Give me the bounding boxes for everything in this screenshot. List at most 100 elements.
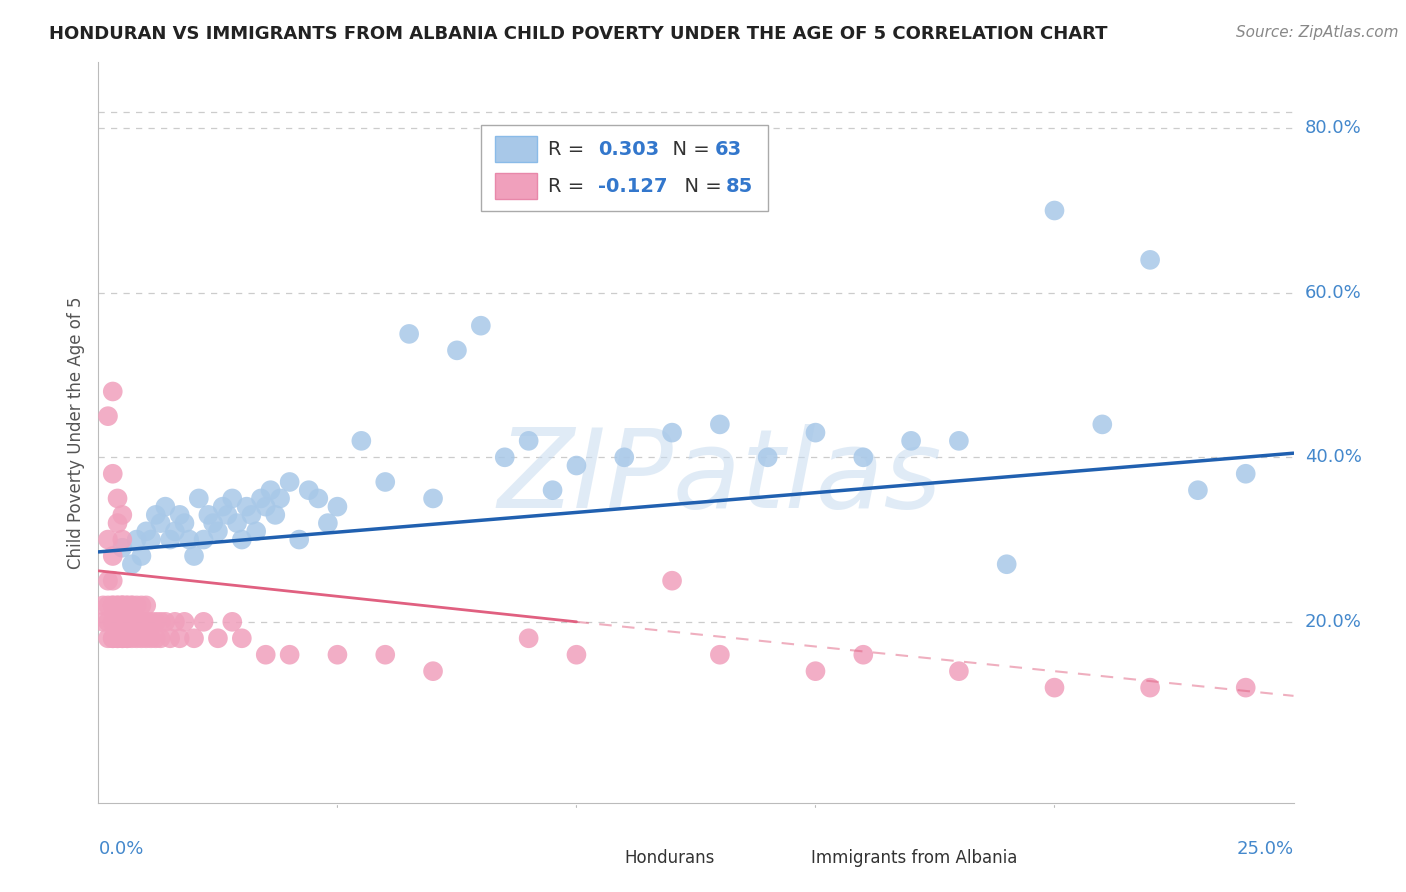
Point (163, 615, 186, 629)
Point (298, 483, 321, 498)
Point (107, 599, 129, 613)
Point (183, 632, 205, 646)
Point (517, 632, 540, 646)
Point (259, 483, 281, 498)
Point (121, 599, 143, 613)
Point (101, 549, 124, 563)
Point (155, 500, 177, 514)
Point (661, 574, 683, 588)
Point (948, 434, 970, 448)
Point (193, 615, 215, 629)
Point (135, 632, 157, 646)
Point (107, 615, 129, 629)
Point (709, 417, 731, 432)
Point (163, 524, 186, 539)
Point (900, 434, 922, 448)
Point (111, 615, 134, 629)
Point (661, 425, 683, 440)
Point (101, 384, 124, 399)
Point (149, 615, 172, 629)
Point (111, 541, 134, 555)
Bar (495, 173, 537, 200)
Point (111, 533, 134, 547)
Text: 85: 85 (725, 177, 754, 195)
Text: 60.0%: 60.0% (1305, 284, 1361, 301)
Point (264, 508, 287, 522)
Point (173, 516, 195, 530)
Point (107, 615, 129, 629)
Text: Source: ZipAtlas.com: Source: ZipAtlas.com (1236, 25, 1399, 40)
Point (111, 599, 134, 613)
Point (121, 615, 143, 629)
Point (374, 475, 396, 489)
Point (326, 648, 349, 662)
Point (115, 599, 138, 613)
Point (278, 475, 301, 489)
Point (135, 615, 157, 629)
Text: R =: R = (548, 177, 591, 195)
Point (139, 533, 162, 547)
Point (307, 491, 329, 506)
Point (240, 508, 263, 522)
Point (131, 549, 153, 563)
Point (804, 664, 827, 678)
Point (852, 450, 875, 465)
Point (1234, 467, 1257, 481)
Point (121, 558, 143, 572)
Point (207, 524, 229, 539)
Point (107, 599, 129, 613)
Point (101, 615, 124, 629)
Point (115, 599, 138, 613)
Point (121, 632, 143, 646)
Point (995, 558, 1018, 572)
Point (254, 648, 277, 662)
Point (131, 599, 153, 613)
Bar (495, 136, 537, 162)
Point (422, 491, 444, 506)
Text: Immigrants from Albania: Immigrants from Albania (811, 849, 1017, 867)
Point (226, 516, 249, 530)
Text: N =: N = (672, 177, 728, 195)
Point (145, 615, 167, 629)
Text: 0.303: 0.303 (598, 139, 659, 159)
Point (101, 632, 124, 646)
Point (101, 599, 124, 613)
Point (231, 632, 253, 646)
Point (101, 467, 124, 481)
Point (1139, 681, 1161, 695)
Point (91, 615, 114, 629)
Text: ZIPatlas: ZIPatlas (498, 424, 942, 531)
Point (101, 599, 124, 613)
Point (125, 632, 148, 646)
Point (709, 648, 731, 662)
Point (193, 533, 215, 547)
Point (97, 632, 120, 646)
Point (217, 508, 239, 522)
Text: 80.0%: 80.0% (1305, 120, 1361, 137)
Point (565, 648, 588, 662)
Point (115, 615, 138, 629)
Point (131, 632, 153, 646)
Point (125, 599, 148, 613)
Point (517, 434, 540, 448)
Point (202, 516, 225, 530)
Text: Hondurans: Hondurans (624, 849, 714, 867)
Text: 25.0%: 25.0% (1236, 840, 1294, 858)
Point (135, 599, 157, 613)
Point (269, 491, 291, 506)
Point (111, 615, 134, 629)
Point (173, 615, 195, 629)
Text: 20.0%: 20.0% (1305, 613, 1361, 631)
Point (125, 533, 148, 547)
Point (1091, 417, 1114, 432)
Point (145, 508, 167, 522)
Point (149, 516, 172, 530)
Point (235, 500, 257, 514)
Point (159, 632, 181, 646)
Point (948, 664, 970, 678)
Point (187, 491, 209, 506)
Point (245, 524, 267, 539)
Point (139, 615, 162, 629)
Point (250, 491, 273, 506)
Text: HONDURAN VS IMMIGRANTS FROM ALBANIA CHILD POVERTY UNDER THE AGE OF 5 CORRELATION: HONDURAN VS IMMIGRANTS FROM ALBANIA CHIL… (49, 25, 1108, 43)
